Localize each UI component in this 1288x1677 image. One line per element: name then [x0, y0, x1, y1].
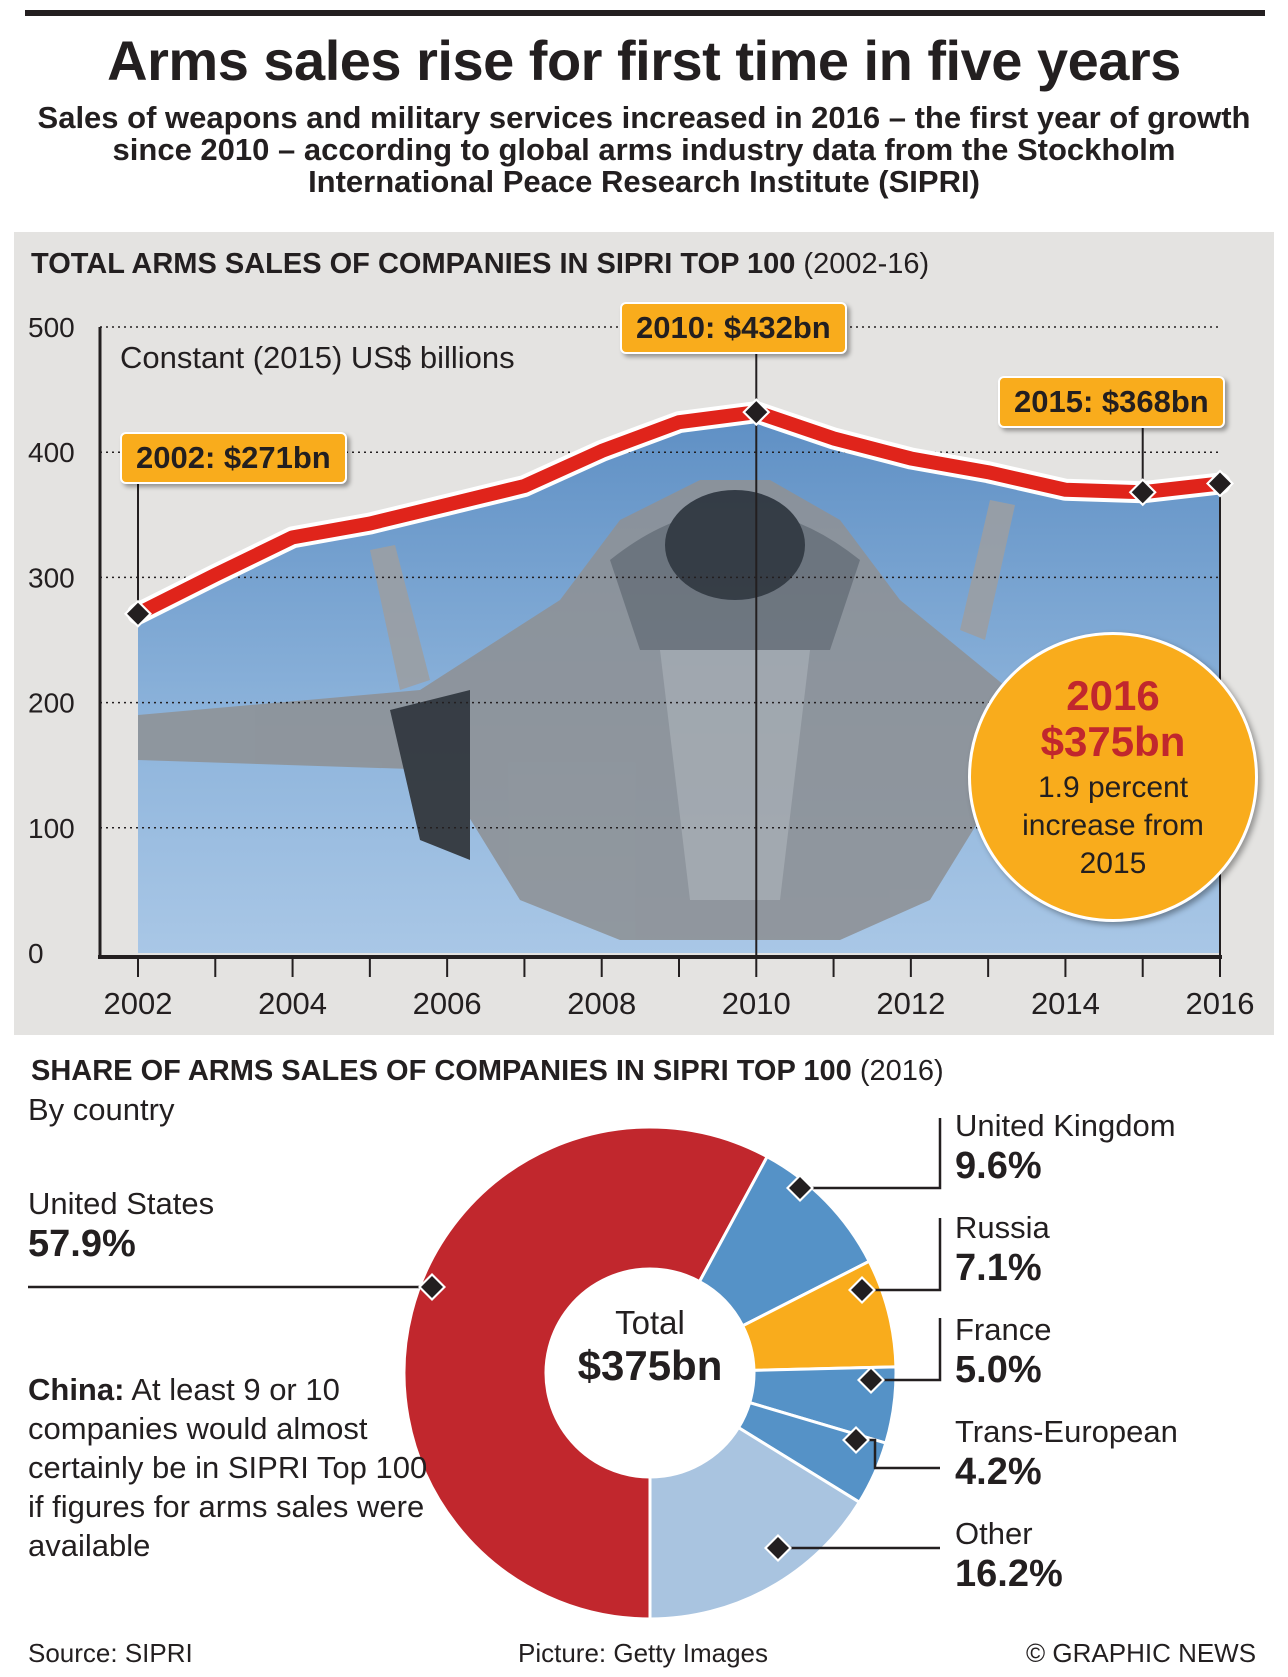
donut-total-title: Total — [540, 1304, 760, 1342]
china-note: China: At least 9 or 10 companies would … — [28, 1370, 428, 1565]
label-united-kingdom-name: United Kingdom — [955, 1108, 1176, 1143]
label-other-pct: 16.2% — [955, 1552, 1063, 1596]
label-other: Other 16.2% — [955, 1516, 1063, 1596]
label-trans-european-pct: 4.2% — [955, 1450, 1178, 1494]
donut-total-value: $375bn — [540, 1342, 760, 1390]
label-united-states: United States 57.9% — [28, 1186, 214, 1266]
label-russia-name: Russia — [955, 1210, 1050, 1245]
label-france: France 5.0% — [955, 1312, 1051, 1392]
label-russia-pct: 7.1% — [955, 1246, 1050, 1290]
label-other-name: Other — [955, 1516, 1033, 1551]
label-france-name: France — [955, 1312, 1051, 1347]
label-trans-european: Trans-European 4.2% — [955, 1414, 1178, 1494]
china-note-bold: China: — [28, 1372, 124, 1407]
leader-united-kingdom — [800, 1118, 940, 1188]
label-united-kingdom: United Kingdom 9.6% — [955, 1108, 1176, 1188]
footer-credit: © GRAPHIC NEWS — [1026, 1638, 1256, 1669]
donut-center-label: Total $375bn — [540, 1304, 760, 1390]
label-trans-european-name: Trans-European — [955, 1414, 1178, 1449]
label-united-states-pct: 57.9% — [28, 1222, 214, 1266]
footer-picture: Picture: Getty Images — [518, 1638, 768, 1669]
label-united-states-name: United States — [28, 1186, 214, 1221]
label-united-kingdom-pct: 9.6% — [955, 1144, 1176, 1188]
footer-source: Source: SIPRI — [28, 1638, 193, 1669]
label-france-pct: 5.0% — [955, 1348, 1051, 1392]
label-russia: Russia 7.1% — [955, 1210, 1050, 1290]
